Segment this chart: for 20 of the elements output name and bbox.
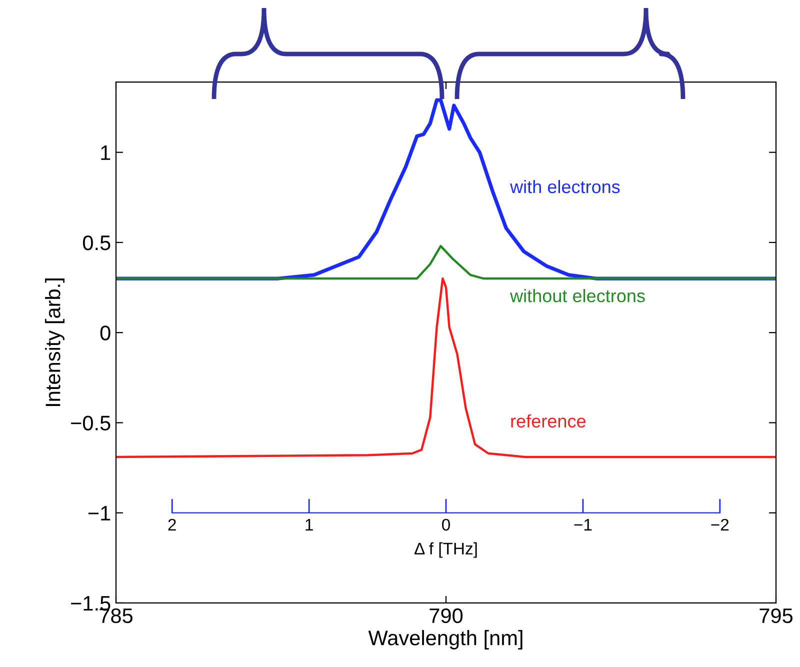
x-axis-title: Wavelength [nm]: [368, 630, 522, 650]
y-tick-label: 0: [100, 326, 110, 340]
y-tick-label: −1: [88, 506, 110, 520]
x2-tick-label: −1: [574, 519, 592, 530]
x-tick-label: 790: [430, 608, 463, 624]
x-tick-label: 795: [760, 608, 793, 624]
y-tick-label: 1: [101, 146, 110, 160]
x2-tick-label: 0: [442, 518, 450, 531]
x2-tick-label: −2: [711, 518, 729, 530]
x2-axis-title: Δ f [THz]: [414, 542, 477, 558]
y-axis-title: Intensity [arb.]: [45, 278, 64, 406]
x2-tick-label: 2: [168, 518, 176, 530]
series-label: reference: [511, 414, 586, 428]
line-series: [116, 244, 776, 280]
line-series: [116, 277, 776, 458]
x2-tick-label: 1: [306, 519, 313, 530]
series-label: without electrons: [510, 289, 645, 302]
y-tick-label: 0.5: [82, 235, 110, 250]
y-tick-label: −0.5: [71, 416, 110, 430]
series-label: with electrons: [510, 180, 620, 194]
